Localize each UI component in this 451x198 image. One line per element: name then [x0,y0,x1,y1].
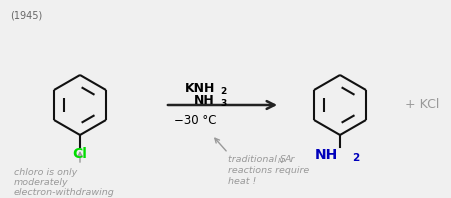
Text: Cl: Cl [73,147,87,161]
Text: 2: 2 [220,88,226,96]
Text: 3: 3 [220,100,226,109]
Text: heat !: heat ! [228,177,256,186]
Text: (1945): (1945) [10,10,42,20]
Text: traditional S: traditional S [228,155,286,164]
Text: KNH: KNH [184,83,215,95]
Text: −30 °C: −30 °C [174,114,216,128]
Text: reactions require: reactions require [228,166,309,175]
Text: 2: 2 [352,153,359,163]
Text: moderately: moderately [14,178,69,187]
Text: N: N [278,158,284,164]
Text: electron-withdrawing: electron-withdrawing [14,188,115,197]
Text: NH: NH [194,94,215,108]
Text: NH: NH [315,148,338,162]
Text: chloro is only: chloro is only [14,168,77,177]
Text: + KCl: + KCl [405,98,439,111]
Text: Ar: Ar [284,155,295,164]
